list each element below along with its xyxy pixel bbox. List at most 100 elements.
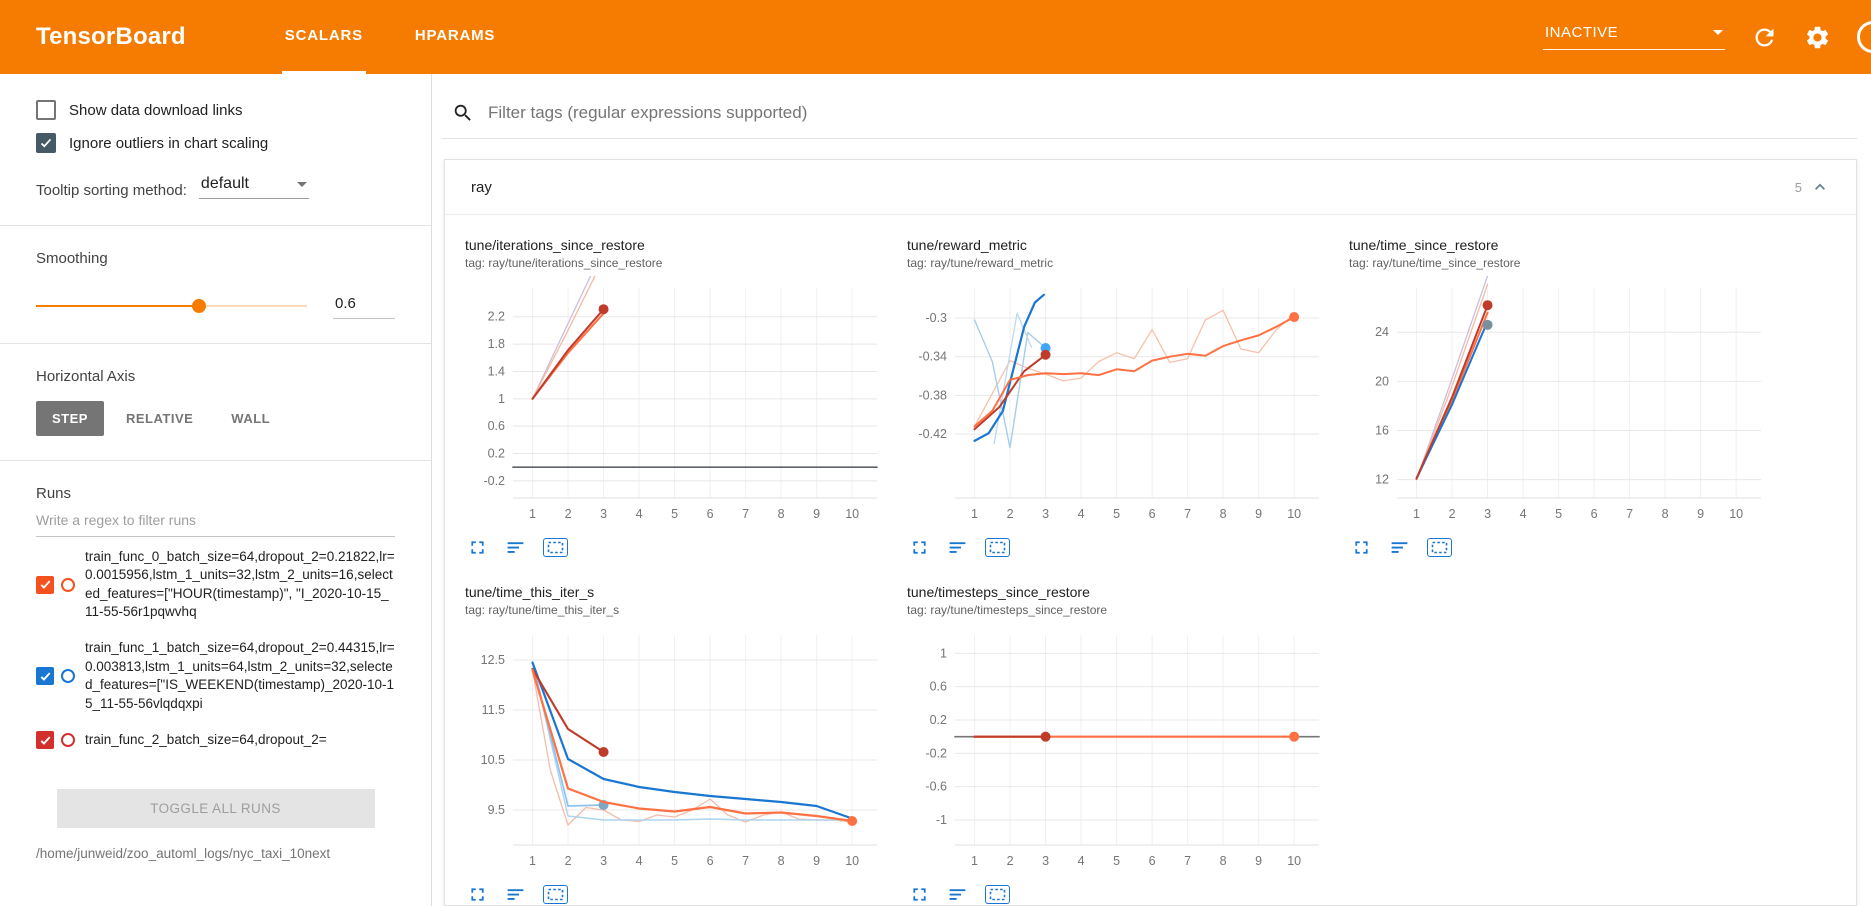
svg-text:7: 7	[742, 854, 749, 868]
svg-text:9.5: 9.5	[488, 803, 505, 817]
chart-title: tune/time_this_iter_s	[465, 584, 595, 600]
svg-text:6: 6	[707, 854, 714, 868]
run-checkbox[interactable]	[36, 575, 54, 594]
axis-step-button[interactable]: STEP	[36, 401, 104, 436]
run-checkbox[interactable]	[36, 667, 54, 686]
run-list: train_func_0_batch_size=64,dropout_2=0.2…	[36, 539, 395, 787]
tooltip-sorting-select[interactable]: default	[198, 175, 309, 199]
svg-text:-0.34: -0.34	[919, 350, 948, 364]
svg-text:4: 4	[636, 854, 643, 868]
chart-options-icon[interactable]	[947, 884, 968, 905]
topbar-tabs: SCALARS HPARAMS	[281, 0, 498, 74]
toggle-all-runs-button[interactable]: TOGGLE ALL RUNS	[56, 789, 375, 828]
chart-card: tune/time_since_restore tag: ray/tune/tim…	[1349, 237, 1779, 558]
smoothing-slider-fill	[36, 305, 199, 307]
runs-log-path: /home/junweid/zoo_automl_logs/nyc_taxi_1…	[36, 846, 331, 861]
chart-actions	[465, 884, 895, 905]
search-icon	[452, 102, 474, 124]
svg-text:-0.2: -0.2	[483, 474, 505, 488]
axis-wall-button[interactable]: WALL	[215, 401, 286, 436]
chart-actions	[1349, 537, 1779, 558]
svg-text:5: 5	[671, 854, 678, 868]
show-download-links-row[interactable]: Show data download links	[36, 100, 395, 120]
tab-hparams[interactable]: HPARAMS	[414, 27, 496, 44]
expand-chart-icon[interactable]	[909, 884, 930, 905]
pin-chart-icon[interactable]	[985, 885, 1010, 904]
svg-text:11.5: 11.5	[482, 703, 505, 717]
svg-text:1: 1	[1413, 507, 1420, 521]
svg-text:-1: -1	[936, 813, 947, 827]
pin-chart-icon[interactable]	[985, 538, 1010, 557]
svg-text:9: 9	[1255, 507, 1262, 521]
ignore-outliers-row[interactable]: Ignore outliers in chart scaling	[36, 133, 395, 153]
tag-filter-bar	[442, 74, 1857, 139]
show-download-links-label: Show data download links	[69, 101, 243, 119]
svg-text:6: 6	[1149, 507, 1156, 521]
horizontal-axis-label: Horizontal Axis	[36, 368, 136, 385]
settings-gear-icon[interactable]	[1804, 24, 1831, 51]
refresh-icon[interactable]	[1751, 24, 1778, 51]
svg-text:8: 8	[1220, 507, 1227, 521]
chart-card: tune/reward_metric tag: ray/tune/reward_m…	[907, 237, 1337, 558]
main: ray 5 tune/iterations_since_restore tag: …	[432, 74, 1871, 906]
divider	[0, 460, 431, 461]
svg-text:0.6: 0.6	[488, 419, 505, 433]
chart-plot[interactable]: 1 2 3 4 5 6 7 8 9 10 9.5 10.5 11.5 12.5	[465, 623, 895, 875]
expand-chart-icon[interactable]	[909, 537, 930, 558]
help-icon[interactable]	[1857, 21, 1871, 53]
chart-tag: tag: ray/tune/reward_metric	[907, 256, 1054, 270]
svg-text:6: 6	[707, 507, 714, 521]
chart-options-icon[interactable]	[947, 537, 968, 558]
svg-text:5: 5	[1113, 507, 1120, 521]
chart-actions	[907, 537, 1337, 558]
chart-options-icon[interactable]	[505, 884, 526, 905]
ignore-outliers-checkbox[interactable]	[36, 133, 56, 153]
run-checkbox[interactable]	[36, 731, 54, 750]
pin-chart-icon[interactable]	[543, 885, 568, 904]
status-dropdown[interactable]: INACTIVE	[1543, 24, 1725, 50]
svg-text:8: 8	[778, 507, 785, 521]
run-item: train_func_0_batch_size=64,dropout_2=0.2…	[36, 539, 395, 630]
run-isolator-circle[interactable]	[61, 733, 75, 748]
chart-plot[interactable]: 1 2 3 4 5 6 7 8 9 10 -0.42 -0.38 -0.34 -0.3	[907, 276, 1337, 528]
chart-options-icon[interactable]	[505, 537, 526, 558]
svg-text:-0.3: -0.3	[925, 311, 947, 325]
runs-filter-input[interactable]	[36, 502, 395, 537]
pin-chart-icon[interactable]	[543, 538, 568, 557]
run-isolator-circle[interactable]	[61, 669, 75, 684]
divider	[0, 225, 431, 226]
topbar: TensorBoard SCALARS HPARAMS INACTIVE	[0, 0, 1871, 74]
smoothing-slider[interactable]	[36, 299, 307, 313]
run-item: train_func_1_batch_size=64,dropout_2=0.4…	[36, 630, 395, 721]
expand-chart-icon[interactable]	[467, 884, 488, 905]
tag-filter-input[interactable]	[488, 103, 1849, 123]
expand-chart-icon[interactable]	[1351, 537, 1372, 558]
svg-text:5: 5	[1113, 854, 1120, 868]
charts-grid: tune/iterations_since_restore tag: ray/tu…	[445, 215, 1856, 905]
run-item: train_func_2_batch_size=64,dropout_2=	[36, 722, 395, 758]
topbar-right: INACTIVE	[1543, 21, 1871, 53]
svg-text:3: 3	[1042, 854, 1049, 868]
smoothing-value-input[interactable]: 0.6	[333, 293, 395, 319]
chevron-up-icon[interactable]	[1810, 177, 1830, 197]
svg-text:4: 4	[1520, 507, 1527, 521]
tag-group-header[interactable]: ray 5	[445, 160, 1856, 215]
show-download-links-checkbox[interactable]	[36, 100, 56, 120]
run-label: train_func_1_batch_size=64,dropout_2=0.4…	[85, 640, 395, 711]
svg-text:0.2: 0.2	[930, 713, 947, 727]
chart-options-icon[interactable]	[1389, 537, 1410, 558]
svg-text:1: 1	[940, 646, 947, 660]
chart-plot[interactable]: 1 2 3 4 5 6 7 8 9 10 -1 -0.6 -0.2 0.2 0.6 1	[907, 623, 1337, 875]
svg-text:7: 7	[742, 507, 749, 521]
run-isolator-circle[interactable]	[61, 577, 75, 592]
chart-plot[interactable]: 1 2 3 4 5 6 7 8 9 10 -0.2 0.2 0.6 1 1.4 1.8 2.2	[465, 276, 895, 528]
smoothing-slider-thumb[interactable]	[191, 299, 206, 313]
svg-text:8: 8	[1220, 854, 1227, 868]
pin-chart-icon[interactable]	[1427, 538, 1452, 557]
chart-card: tune/iterations_since_restore tag: ray/tu…	[465, 237, 895, 558]
axis-relative-button[interactable]: RELATIVE	[110, 401, 209, 436]
svg-text:7: 7	[1184, 507, 1191, 521]
expand-chart-icon[interactable]	[467, 537, 488, 558]
tab-scalars[interactable]: SCALARS	[281, 0, 366, 74]
